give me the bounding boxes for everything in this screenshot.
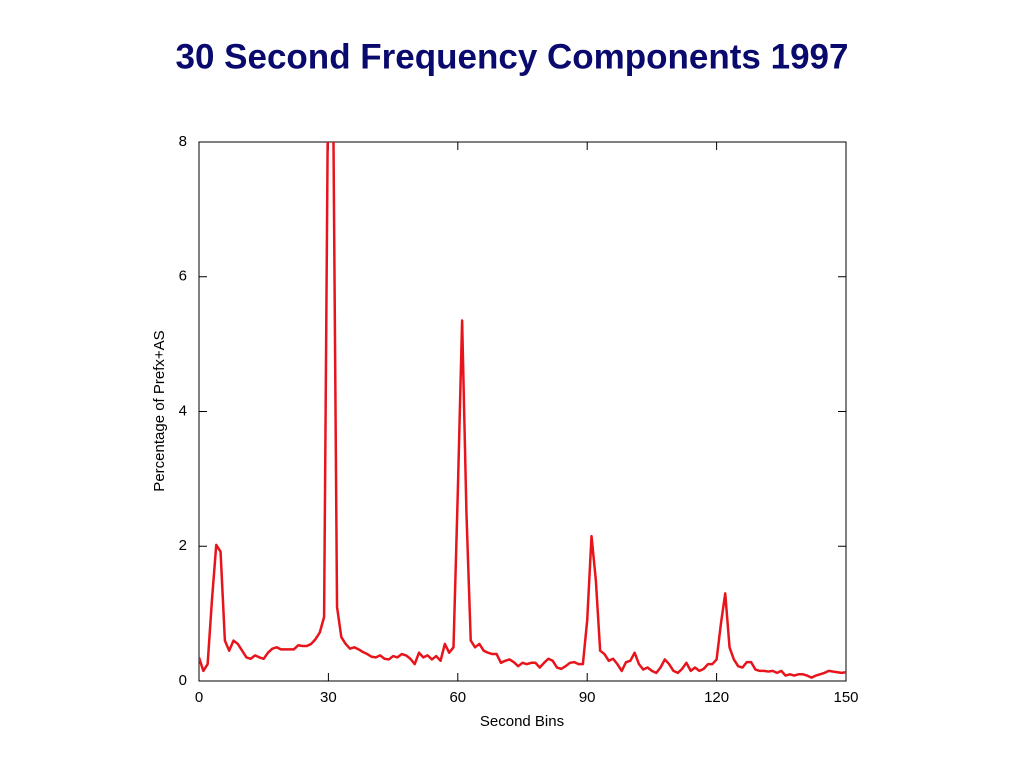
y-tick-label: 4 [179,402,187,419]
x-tick-label: 0 [195,689,203,706]
x-tick-label: 60 [449,689,466,706]
x-tick-label: 30 [320,689,337,706]
x-tick-label: 120 [704,689,729,706]
chart-title: 30 Second Frequency Components 1997 [176,37,849,76]
y-tick-label: 2 [179,537,187,554]
y-axis-label: Percentage of Prefx+AS [151,330,168,491]
y-tick-label: 0 [179,672,187,689]
y-tick-label: 6 [179,268,187,285]
x-tick-label: 150 [833,689,858,706]
x-tick-label: 90 [579,689,596,706]
x-axis-label: Second Bins [480,713,564,730]
y-tick-label: 8 [179,133,187,150]
data-line [199,142,846,679]
plot-frame [198,141,847,682]
